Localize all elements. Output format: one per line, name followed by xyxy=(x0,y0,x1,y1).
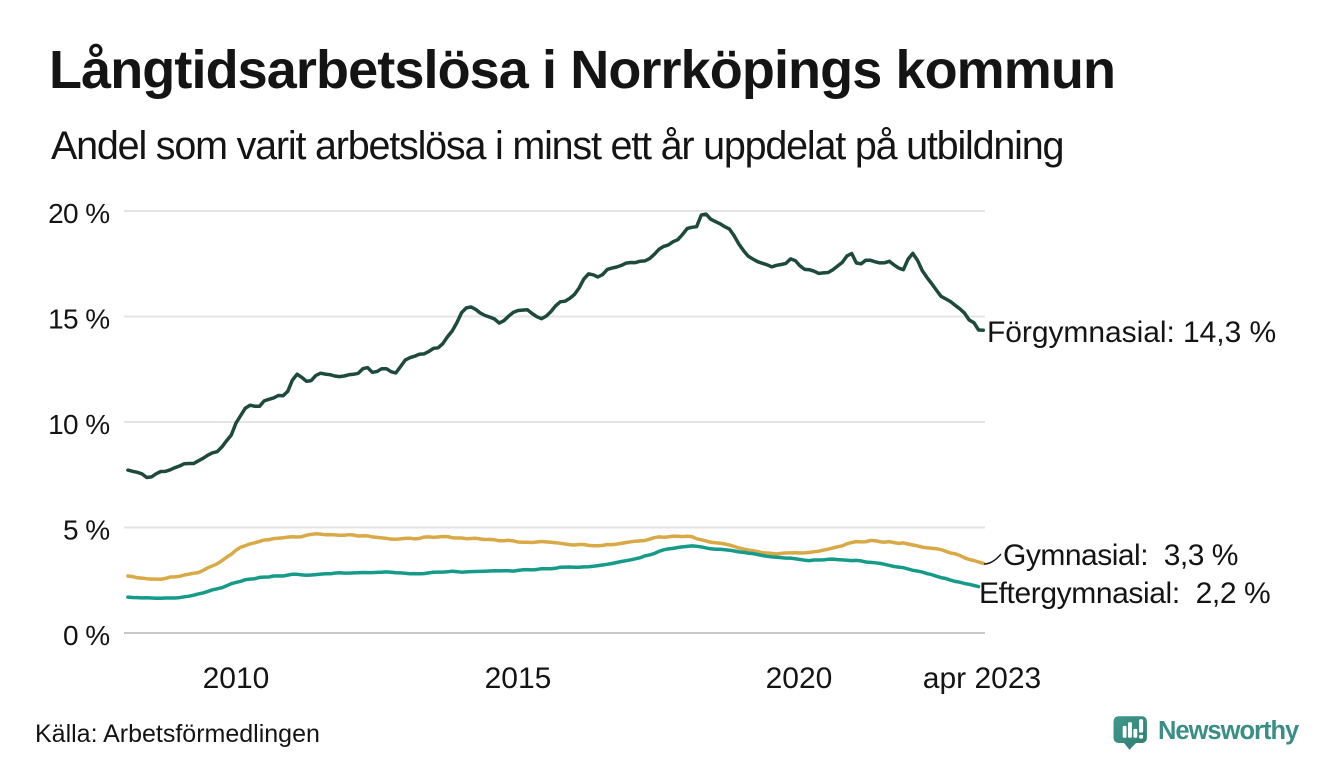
svg-text:20 %: 20 % xyxy=(48,198,109,229)
svg-text:Andel som varit arbetslösa i m: Andel som varit arbetslösa i minst ett å… xyxy=(51,124,1063,168)
svg-text:10 %: 10 % xyxy=(48,409,109,440)
svg-text:Eftergymnasial: 2,2 %: Eftergymnasial: 2,2 % xyxy=(979,577,1270,610)
svg-text:Gymnasial: 3,3 %: Gymnasial: 3,3 % xyxy=(1003,539,1238,572)
svg-text:5 %: 5 % xyxy=(63,515,109,546)
svg-text:Långtidsarbetslösa i Norrköpin: Långtidsarbetslösa i Norrköpings kommun xyxy=(49,40,1115,100)
svg-text:2020: 2020 xyxy=(766,662,833,695)
svg-text:apr 2023: apr 2023 xyxy=(923,662,1041,695)
svg-text:0 %: 0 % xyxy=(63,620,109,651)
svg-text:15 %: 15 % xyxy=(48,304,109,335)
svg-text:Newsworthy: Newsworthy xyxy=(1158,717,1300,745)
svg-text:2010: 2010 xyxy=(203,662,270,695)
svg-text:Källa: Arbetsförmedlingen: Källa: Arbetsförmedlingen xyxy=(35,720,320,748)
svg-text:2015: 2015 xyxy=(485,662,552,695)
svg-text:Förgymnasial: 14,3 %: Förgymnasial: 14,3 % xyxy=(987,316,1276,349)
